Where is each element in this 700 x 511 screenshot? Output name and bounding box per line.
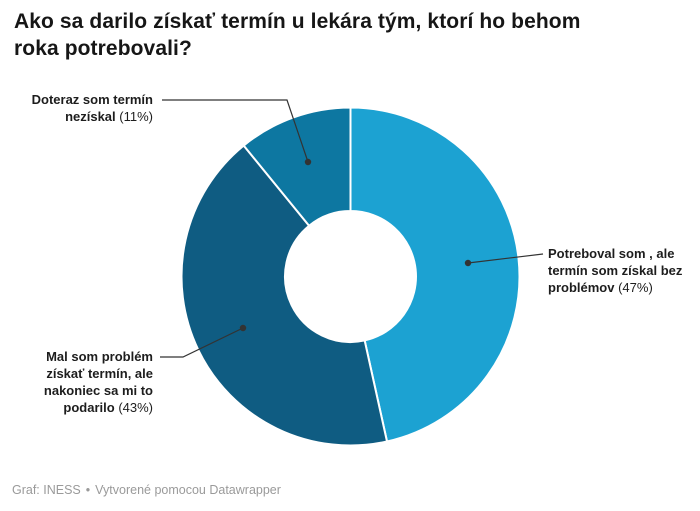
callout-43pct: Mal som problém získať termín, ale nakon…: [44, 348, 153, 416]
footer: Graf: INESS • Vytvorené pomocou Datawrappe…: [12, 482, 281, 498]
callout-connector-1: [467, 253, 544, 264]
callout-percent: (47%): [618, 280, 653, 295]
callout-text: Doteraz som termín nezískal: [31, 92, 153, 124]
callout-percent: (43%): [118, 400, 153, 415]
callout-connector-0: [162, 99, 309, 163]
footer-separator-dot: •: [85, 483, 91, 497]
donut-slice-1[interactable]: [180, 144, 389, 447]
footer-attribution-link[interactable]: Vytvorené pomocou Datawrapper: [95, 483, 281, 497]
callout-text: Potreboval som , ale termín som získal b…: [548, 246, 683, 295]
donut-slice-0[interactable]: [349, 106, 521, 443]
callout-dot-0: [304, 158, 312, 166]
donut-slice-2[interactable]: [242, 106, 352, 227]
callout-percent: (11%): [119, 109, 153, 124]
footer-source: Graf: INESS: [12, 483, 81, 497]
callout-text: Mal som problém získať termín, ale nakon…: [43, 349, 153, 415]
callout-connector-2: [160, 327, 244, 358]
callout-47pct: Potreboval som , ale termín som získal b…: [548, 245, 682, 296]
callout-dot-1: [464, 259, 472, 267]
callout-dot-2: [239, 324, 247, 332]
chart-title: Ako sa darilo získať termín u lekára tým…: [14, 10, 581, 60]
callout-11pct: Doteraz som termín nezískal (11%): [32, 91, 153, 125]
